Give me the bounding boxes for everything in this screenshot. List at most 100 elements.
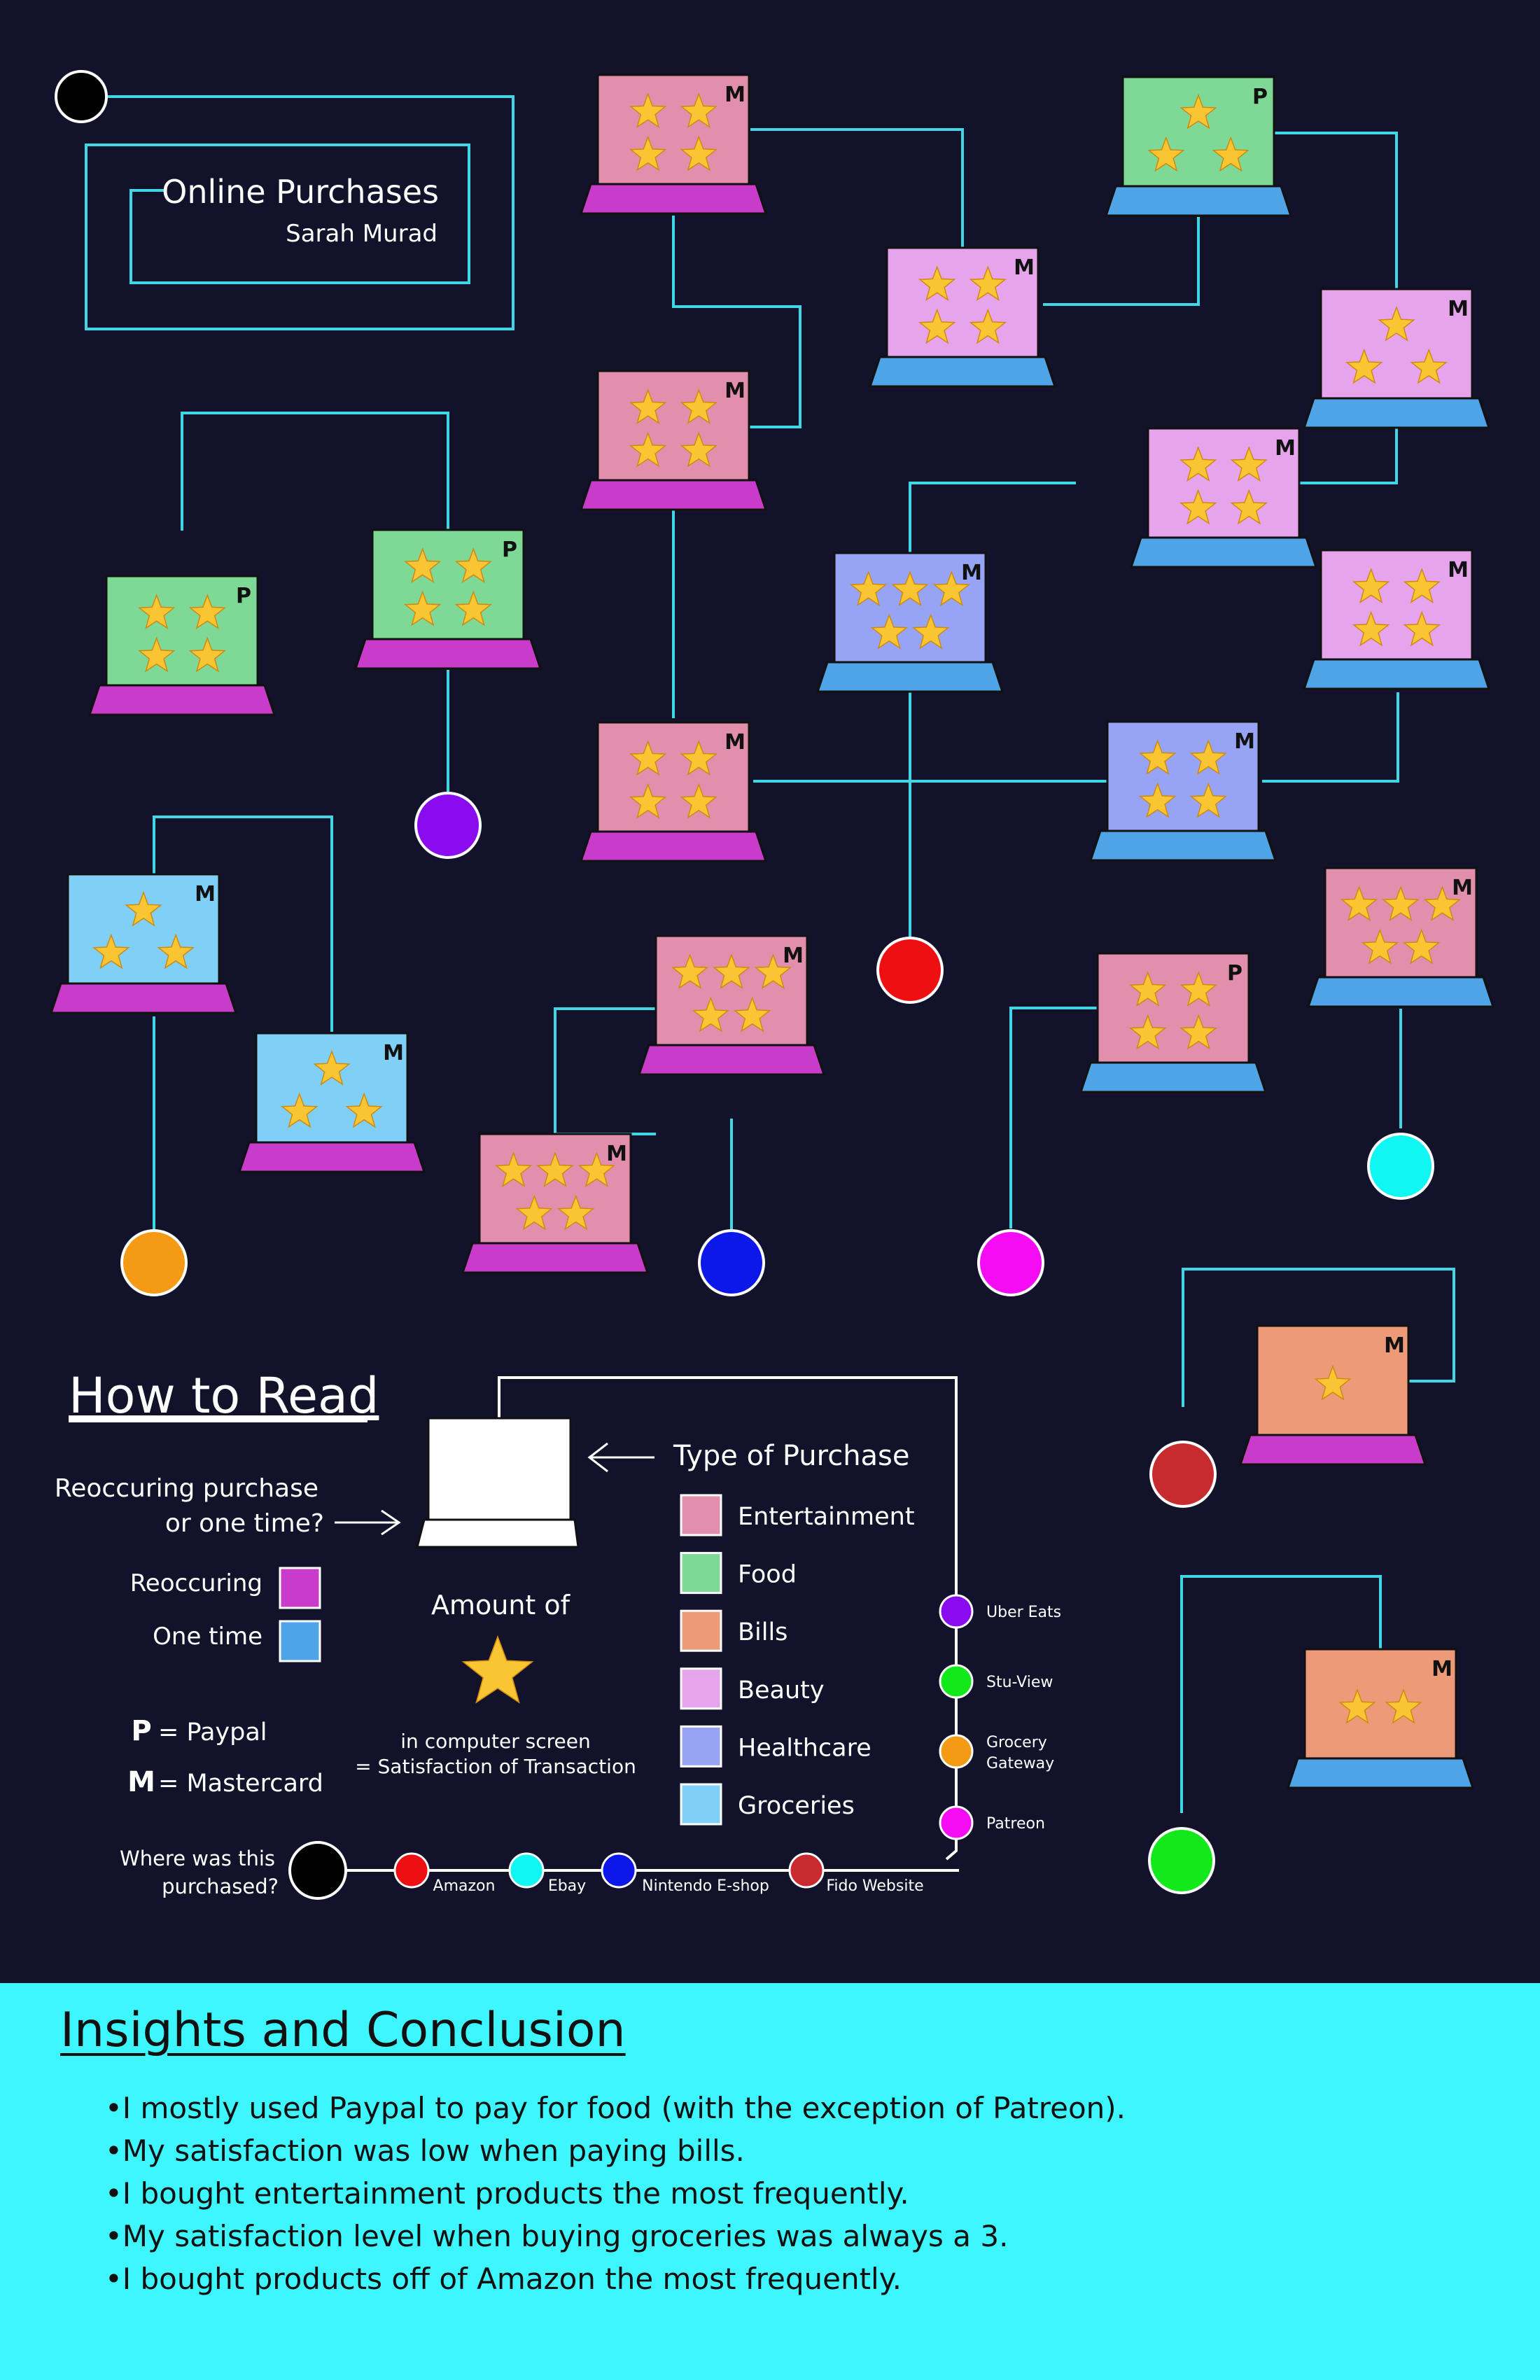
star-icon <box>849 570 888 607</box>
purchase-laptop: P <box>1079 952 1268 1093</box>
purchase-laptop: M <box>1306 867 1495 1008</box>
payment-method-icon: M <box>724 379 746 403</box>
laptop-base <box>88 684 276 716</box>
connector-line <box>1009 1007 1098 1228</box>
star-icon <box>733 996 771 1032</box>
star-icon <box>1212 136 1250 172</box>
store-marker <box>788 1852 825 1889</box>
connector-line <box>672 216 802 428</box>
payment-method-icon: M <box>195 882 216 906</box>
connector-line <box>1262 692 1399 783</box>
star-icon <box>494 1152 533 1188</box>
star-icon <box>188 636 227 673</box>
one-time-swatch <box>279 1620 321 1662</box>
laptop-screen <box>1147 427 1301 539</box>
laptop-base <box>1286 1757 1475 1789</box>
star-icon <box>870 613 909 650</box>
star-icon <box>680 783 718 819</box>
laptop-base <box>354 638 542 670</box>
star-icon <box>157 933 195 969</box>
insight-item: I bought products off of Amazon the most… <box>105 2258 1126 2300</box>
star-icon <box>629 92 667 129</box>
connector-line <box>181 412 449 531</box>
legend: How to Read Type of Purchase Reoccuring pu… <box>55 1367 1061 1900</box>
store-marker <box>120 1229 188 1296</box>
star-icon <box>969 308 1007 344</box>
laptop-base <box>1302 397 1491 429</box>
star-icon <box>629 783 667 819</box>
star-icon <box>1361 928 1399 965</box>
mastercard-label: = Mastercard <box>158 1770 323 1798</box>
category-label: Groceries <box>738 1792 855 1820</box>
star-icon <box>680 431 718 468</box>
legend-laptop-screen <box>427 1417 572 1521</box>
payment-method-icon: M <box>1448 297 1469 321</box>
laptop-screen <box>596 74 750 186</box>
laptop-base <box>579 183 768 215</box>
category-label: Beauty <box>738 1676 825 1704</box>
laptop-base <box>1088 830 1278 862</box>
store-marker <box>393 1852 430 1889</box>
star-icon <box>1338 1688 1376 1724</box>
connector-line <box>909 482 1076 564</box>
laptop-base <box>637 1044 826 1076</box>
satisfaction-note: in computer screen <box>400 1730 590 1753</box>
insight-item: I bought entertainment products the most… <box>105 2172 1126 2215</box>
infographic-canvas: Online Purchases Sarah Murad M P M M M M P P M M M M M… <box>49 70 1495 1900</box>
laptop-screen <box>1121 76 1275 188</box>
store-marker <box>1367 1133 1434 1200</box>
star-icon <box>188 594 227 630</box>
purchase-laptop: M <box>1129 427 1318 568</box>
star-icon <box>891 570 929 607</box>
laptop-screen <box>596 721 750 833</box>
chart-title: Online Purchases <box>162 173 439 211</box>
connector-line <box>153 816 333 1032</box>
star-icon <box>918 265 956 302</box>
star-icon <box>680 92 718 129</box>
star-icon <box>1180 93 1217 130</box>
star-icon <box>281 1092 318 1128</box>
purchase-laptop: P <box>1104 76 1293 217</box>
purchase-laptop: M <box>1238 1324 1427 1466</box>
chart-author: Sarah Murad <box>286 220 438 248</box>
payment-method-icon: M <box>961 561 982 585</box>
star-icon <box>1179 489 1217 525</box>
purchase-laptop: M <box>579 370 768 511</box>
insights-title: Insights and Conclusion <box>60 2003 626 2058</box>
connector-line <box>1274 132 1398 289</box>
star-icon <box>1230 489 1268 525</box>
connector-line <box>1043 217 1200 306</box>
star-icon <box>713 953 750 990</box>
laptop-base <box>1129 536 1318 568</box>
purchase-laptop: M <box>579 721 768 862</box>
star-icon <box>1352 568 1390 604</box>
star-icon <box>403 590 442 626</box>
star-icon <box>1378 305 1415 342</box>
star-icon <box>137 636 176 673</box>
payment-method-icon: P <box>502 538 517 562</box>
star-icon <box>1423 886 1462 922</box>
star-icon <box>1128 971 1167 1007</box>
store-label: Amazon <box>433 1877 496 1895</box>
payment-method-icon: P <box>1227 961 1242 986</box>
store-marker <box>939 1664 974 1699</box>
star-icon <box>680 740 718 776</box>
connector-line <box>1182 1268 1455 1407</box>
category-swatch <box>680 1667 722 1710</box>
payment-method-icon: M <box>724 730 746 755</box>
payment-method-icon: P <box>1252 85 1268 109</box>
laptop-base <box>461 1242 650 1274</box>
star-icon <box>671 953 709 990</box>
store-label: Patreon <box>986 1815 1045 1833</box>
payment-method-icon: M <box>724 83 746 107</box>
laptop-screen <box>1320 549 1474 661</box>
store-marker <box>1148 1827 1215 1894</box>
star-icon <box>461 1634 534 1704</box>
category-label: Food <box>738 1561 797 1589</box>
laptop-base <box>1104 185 1293 217</box>
payment-method-icon: M <box>783 944 804 968</box>
purchase-laptop: M <box>1286 1648 1475 1789</box>
purchase-laptop: M <box>1302 288 1491 429</box>
star-icon <box>454 590 493 626</box>
star-icon <box>92 933 130 969</box>
